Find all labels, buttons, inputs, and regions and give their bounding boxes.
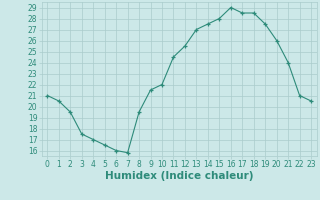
X-axis label: Humidex (Indice chaleur): Humidex (Indice chaleur) xyxy=(105,171,253,181)
